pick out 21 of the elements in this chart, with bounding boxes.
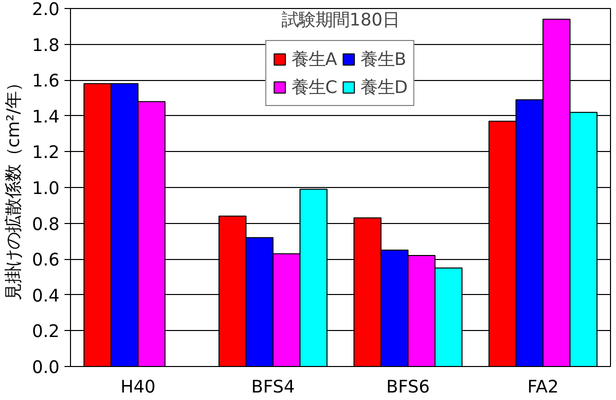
x-tick-label: FA2 [527, 378, 559, 398]
y-tick-label: 0.6 [32, 250, 60, 271]
y-tick-label: 1.4 [32, 107, 60, 128]
y-axis-title: 見掛けの拡散係数（cm²/年） [4, 74, 24, 301]
y-tick-label: 0.8 [32, 214, 60, 235]
y-tick-label: 1.0 [32, 179, 60, 199]
y-tick-label: 0.2 [32, 322, 60, 342]
annotation: 試験期間180日 [281, 10, 400, 30]
legend-label: 養生A [291, 49, 338, 71]
y-tick-label: 2.0 [32, 0, 60, 20]
y-tick-label: 1.6 [32, 72, 60, 92]
y-tick-label: 0.4 [32, 286, 60, 306]
x-tick-label: BFS6 [386, 378, 430, 398]
legend-label: 養生C [291, 77, 338, 99]
legend-label: 養生B [360, 49, 406, 71]
legend-label: 養生D [360, 77, 408, 99]
y-tick-label: 1.2 [32, 143, 60, 164]
x-tick-label: BFS4 [251, 378, 295, 398]
x-tick-label: H40 [120, 378, 156, 398]
y-tick-label: 1.8 [32, 36, 60, 56]
y-tick-label: 0.0 [32, 358, 60, 378]
